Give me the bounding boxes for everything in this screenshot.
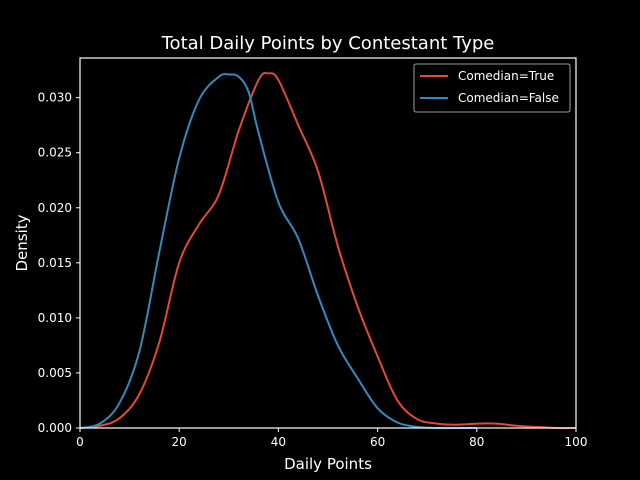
series-line-comedian-false — [79, 73, 477, 430]
y-axis-label: Density — [13, 214, 31, 271]
x-tick-label: 20 — [172, 435, 187, 449]
x-axis-label: Daily Points — [284, 455, 372, 473]
x-tick-label: 40 — [271, 435, 286, 449]
series-layer — [79, 71, 577, 430]
y-tick-label: 0.015 — [38, 256, 72, 270]
y-tick-label: 0.030 — [38, 91, 72, 105]
x-tick-label: 0 — [76, 435, 84, 449]
y-tick-label: 0.020 — [38, 201, 72, 215]
y-tick-label: 0.005 — [38, 366, 72, 380]
y-axis-ticks: 0.000 0.005 0.010 0.015 0.020 0.025 0.030 — [38, 91, 80, 435]
x-tick-label: 60 — [370, 435, 385, 449]
x-tick-label: 80 — [469, 435, 484, 449]
chart-title: Total Daily Points by Contestant Type — [161, 33, 495, 54]
legend-frame — [413, 63, 571, 113]
y-tick-label: 0.025 — [38, 146, 72, 160]
y-tick-label: 0.010 — [38, 311, 72, 325]
x-axis-ticks: 0 20 40 60 80 100 — [76, 428, 587, 449]
legend-label-comedian-false: Comedian=False — [458, 91, 559, 105]
plot-frame — [79, 57, 577, 429]
legend-label-comedian-true: Comedian=True — [458, 69, 554, 83]
y-tick-label: 0.000 — [38, 421, 72, 435]
legend: Comedian=True Comedian=False — [413, 63, 571, 113]
series-line-comedian-true — [79, 71, 577, 430]
x-tick-label: 100 — [565, 435, 588, 449]
